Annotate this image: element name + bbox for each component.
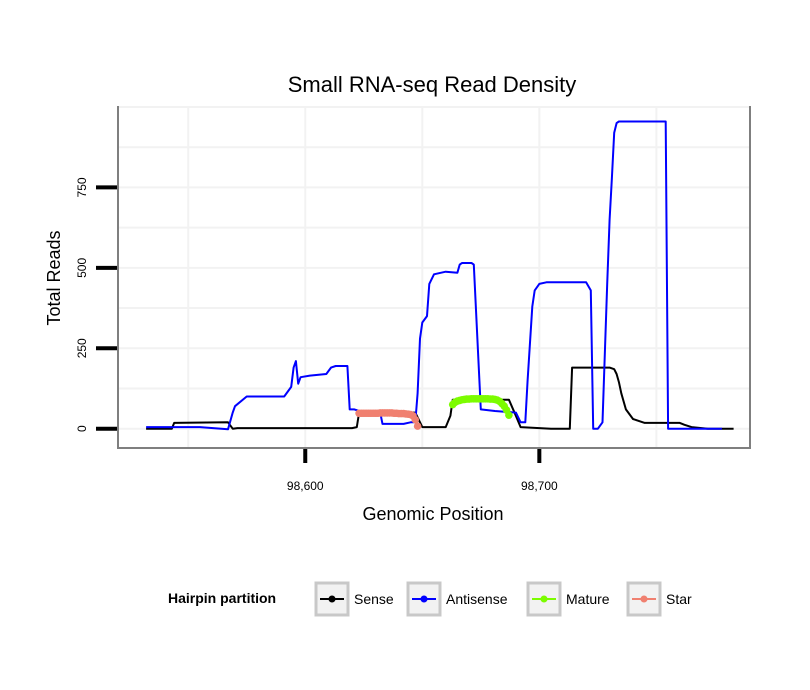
y-tick-label: 750 <box>75 177 89 197</box>
x-tick-label: 98,600 <box>287 479 324 493</box>
series-line-antisense <box>146 120 722 431</box>
legend-label: Star <box>666 591 692 607</box>
legend-item-mature: Mature <box>526 581 610 617</box>
axes: 98,600 98,700 0 250 500 750 <box>75 177 558 493</box>
legend-label: Antisense <box>446 591 508 607</box>
legend-item-sense: Sense <box>314 581 394 617</box>
legend-label: Mature <box>566 591 610 607</box>
series-star <box>355 409 422 430</box>
data-point-star <box>413 422 422 430</box>
legend-key-point <box>540 595 548 603</box>
x-tick-label: 98,700 <box>521 479 558 493</box>
y-axis-title: Total Reads <box>44 230 64 325</box>
legend-key-point <box>640 595 648 603</box>
legend-key-point <box>420 595 428 603</box>
series-antisense <box>146 120 722 431</box>
legend-key-point <box>328 595 336 603</box>
data-point-mature <box>505 411 513 419</box>
series-layer <box>146 120 734 431</box>
series-mature <box>448 394 513 419</box>
legend-label: Sense <box>354 591 394 607</box>
data-point-star <box>411 415 420 424</box>
series-sense <box>146 366 734 430</box>
legend-title: Hairpin partition <box>168 590 276 606</box>
legend: Hairpin partition Sense Antisense Mature St… <box>168 581 692 617</box>
chart-title: Small RNA-seq Read Density <box>288 72 577 97</box>
series-line-sense <box>146 366 734 430</box>
y-tick-label: 500 <box>75 258 89 278</box>
plot-background <box>117 106 751 449</box>
legend-item-star: Star <box>626 581 692 617</box>
y-tick-label: 0 <box>75 425 89 432</box>
legend-item-antisense: Antisense <box>406 581 508 617</box>
y-tick-label: 250 <box>75 338 89 358</box>
x-axis-title: Genomic Position <box>362 504 503 524</box>
